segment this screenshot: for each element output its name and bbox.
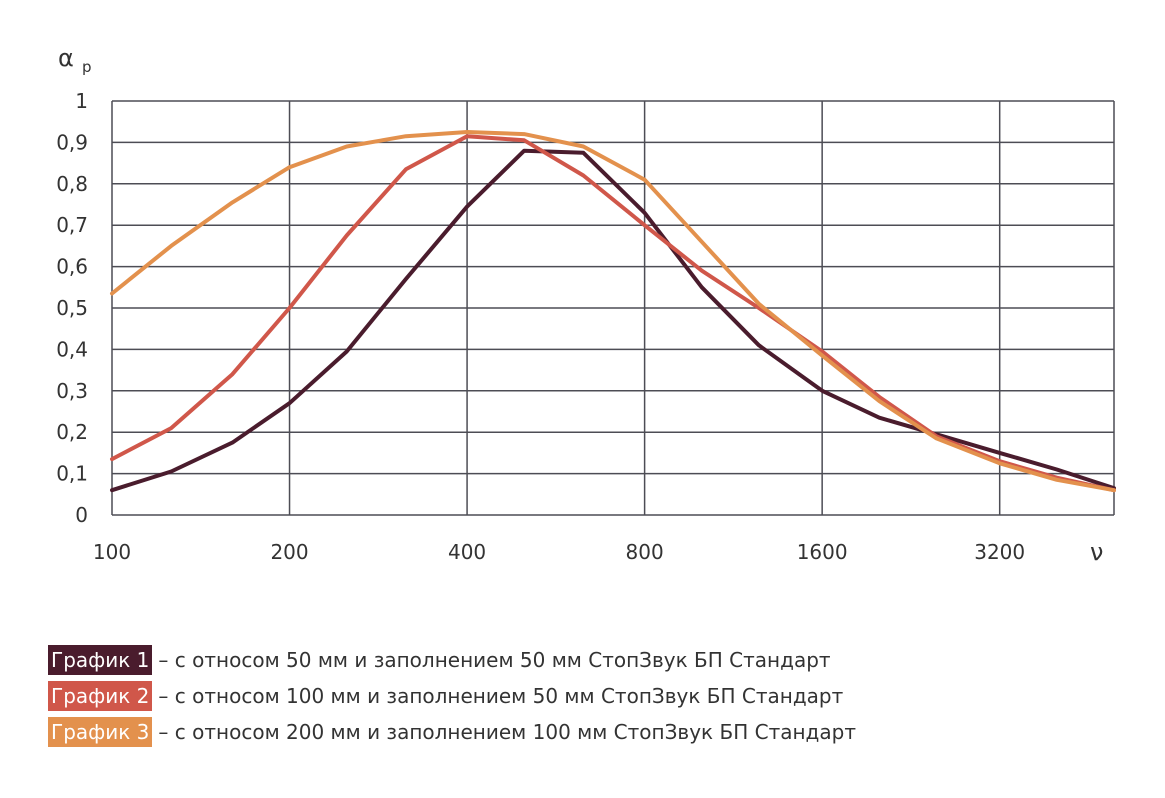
x-tick-labels: 100 200 400 800 1600 3200 xyxy=(93,540,1025,564)
legend-item-1: График 1 – с относом 50 мм и заполнением… xyxy=(48,642,856,678)
legend-item-3: График 3 – с относом 200 мм и заполнение… xyxy=(48,714,856,750)
legend-item-2: График 2 – с относом 100 мм и заполнение… xyxy=(48,678,856,714)
y-tick-label-0: 0 xyxy=(75,503,88,527)
y-tick-label-2: 0,2 xyxy=(56,420,88,444)
legend-text-3: – с относом 200 мм и заполнением 100 мм … xyxy=(158,720,856,744)
x-tick-label-1: 200 xyxy=(270,540,308,564)
legend-swatch-2: График 2 xyxy=(48,681,153,711)
legend-text-2: – с относом 100 мм и заполнением 50 мм С… xyxy=(158,684,844,708)
y-tick-labels: 0 0,1 0,2 0,3 0,4 0,5 0,6 0,7 0,8 0,9 1 xyxy=(56,89,88,527)
y-axis-label: α xyxy=(58,44,74,72)
legend-swatch-1: График 1 xyxy=(48,645,153,675)
y-tick-label-5: 0,5 xyxy=(56,296,88,320)
legend-swatch-3: График 3 xyxy=(48,717,153,747)
y-axis-label-subscript: р xyxy=(82,58,92,76)
x-tick-label-5: 3200 xyxy=(974,540,1025,564)
x-tick-label-2: 400 xyxy=(448,540,486,564)
x-tick-label-0: 100 xyxy=(93,540,131,564)
legend-text-1: – с относом 50 мм и заполнением 50 мм Ст… xyxy=(158,648,831,672)
y-tick-label-1: 0,1 xyxy=(56,462,88,486)
absorption-chart: 0 0,1 0,2 0,3 0,4 0,5 0,6 0,7 0,8 0,9 1 100 200 400 8… xyxy=(56,44,1116,566)
y-tick-label-6: 0,6 xyxy=(56,255,88,279)
y-tick-label-4: 0,4 xyxy=(56,337,88,361)
y-tick-label-10: 1 xyxy=(75,89,88,113)
y-tick-label-8: 0,8 xyxy=(56,172,88,196)
x-tick-label-3: 800 xyxy=(626,540,664,564)
y-tick-label-9: 0,9 xyxy=(56,130,88,154)
y-tick-label-3: 0,3 xyxy=(56,379,88,403)
chart-legend: График 1 – с относом 50 мм и заполнением… xyxy=(48,642,856,750)
y-tick-label-7: 0,7 xyxy=(56,213,88,237)
x-tick-label-4: 1600 xyxy=(797,540,848,564)
series-line-3 xyxy=(110,130,1116,493)
x-axis-label: ν xyxy=(1090,538,1103,566)
series-line-2 xyxy=(110,134,1116,493)
chart-series xyxy=(110,130,1116,493)
series-line-1 xyxy=(110,148,1116,493)
